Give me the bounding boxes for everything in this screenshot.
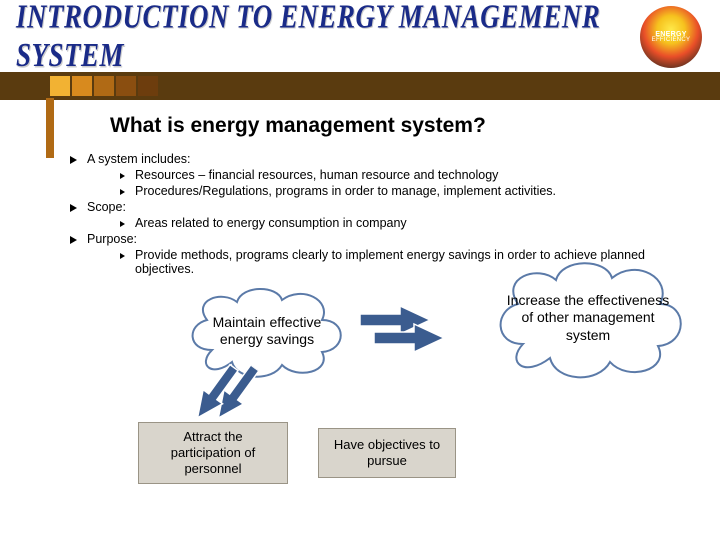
bullet-icon xyxy=(120,189,125,195)
bullet-icon xyxy=(120,173,125,179)
decor-square xyxy=(72,76,92,96)
box-text: Attract the participation of personnel xyxy=(149,429,277,478)
cloud-text: Maintain effective energy savings xyxy=(182,280,352,382)
decor-squares xyxy=(50,76,158,96)
cloud-increase: Increase the effectiveness of other mana… xyxy=(488,252,688,384)
section-title: Purpose: xyxy=(87,232,137,246)
list-item: Resources – financial resources, human r… xyxy=(120,168,690,182)
content-area: A system includes: Resources – financial… xyxy=(0,152,720,510)
decor-square xyxy=(94,76,114,96)
bullet-icon xyxy=(120,253,125,259)
cloud-maintain: Maintain effective energy savings xyxy=(182,280,352,382)
header: INTRODUCTION TO ENERGY MANAGEMENR SYSTEM… xyxy=(0,0,720,72)
logo-line2: EFFICIENCY xyxy=(652,37,691,43)
list-item: Areas related to energy consumption in c… xyxy=(120,216,690,230)
box-text: Have objectives to pursue xyxy=(329,437,445,470)
section-heading: A system includes: xyxy=(70,152,690,166)
decor-square xyxy=(116,76,136,96)
decor-square xyxy=(138,76,158,96)
list-item-text: Areas related to energy consumption in c… xyxy=(135,216,407,230)
box-attract: Attract the participation of personnel xyxy=(138,422,288,484)
page-title: INTRODUCTION TO ENERGY MANAGEMENR SYSTEM xyxy=(16,0,704,75)
decor-band xyxy=(0,72,720,100)
section-heading: Scope: xyxy=(70,200,690,214)
arrow-icon xyxy=(360,306,450,359)
list-item-text: Procedures/Regulations, programs in orde… xyxy=(135,184,556,198)
diagram: Maintain effective energy savings Increa… xyxy=(60,280,690,510)
section-title: Scope: xyxy=(87,200,126,214)
decor-square xyxy=(50,76,70,96)
bullet-icon xyxy=(70,236,77,244)
bullet-icon xyxy=(120,221,125,227)
section-title: A system includes: xyxy=(87,152,191,166)
logo-badge: ENERGY EFFICIENCY xyxy=(640,6,702,68)
bullet-icon xyxy=(70,204,77,212)
box-objectives: Have objectives to pursue xyxy=(318,428,456,478)
section-heading: Purpose: xyxy=(70,232,690,246)
list-item-text: Resources – financial resources, human r… xyxy=(135,168,498,182)
cloud-text: Increase the effectiveness of other mana… xyxy=(488,252,688,384)
bullet-icon xyxy=(70,156,77,164)
list-item: Procedures/Regulations, programs in orde… xyxy=(120,184,690,198)
slide-subtitle: What is energy management system? xyxy=(110,114,720,138)
decor-vertical-bar xyxy=(46,98,54,158)
